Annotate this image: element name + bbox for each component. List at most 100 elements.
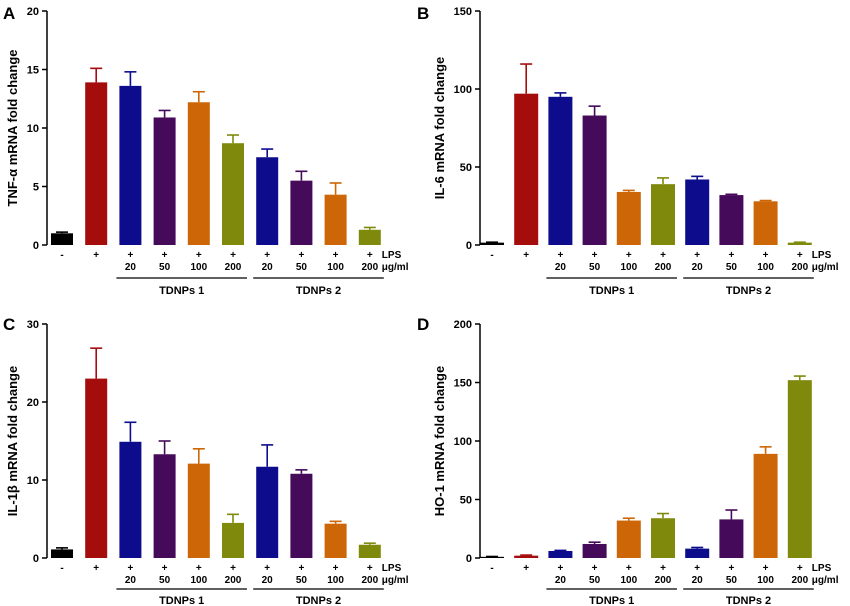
panel-c-dose-label: 100	[327, 575, 344, 586]
panel-b-bar	[582, 115, 607, 246]
panel-a-lps-sign: +	[264, 250, 270, 261]
panel-a-y-tick-label: 20	[27, 6, 39, 18]
panel-b-lps-sign: +	[763, 250, 769, 261]
panel-a-y-tick-label: 5	[33, 182, 39, 194]
panel-b-y-tick-label: 0	[466, 240, 472, 252]
panel-d-dose-label: 50	[589, 575, 601, 586]
panel-b-lps-sign: +	[694, 250, 700, 261]
panel-a-y-tick-label: 0	[33, 240, 39, 252]
panel-c-dose-label: 200	[361, 575, 378, 586]
panel-d-bar	[719, 519, 744, 558]
panel-c-lps-sign: +	[196, 563, 202, 574]
panel-a-lps-sign: +	[162, 250, 168, 261]
panel-d-bar	[514, 555, 539, 558]
panel-a-bar	[119, 85, 142, 245]
panel-c-bar	[256, 466, 279, 558]
panel-a-dose-label: 200	[225, 262, 242, 273]
panel-b-group-label: TDNPs 2	[726, 285, 771, 297]
panel-a-group-label: TDNPs 1	[159, 285, 204, 297]
panel-b-lps-sign: +	[797, 250, 803, 261]
panel-a-dose-label: 50	[296, 262, 308, 273]
panel-b-unit-label: μg/ml	[812, 262, 839, 273]
panel-d-bar	[480, 556, 504, 558]
panel-b-bar	[514, 93, 539, 246]
panel-b-bar	[548, 96, 573, 245]
panel-a-dose-label: 100	[190, 262, 207, 273]
panel-a-bar	[51, 233, 73, 245]
panel-c-lps-sign: +	[264, 563, 270, 574]
panel-a-lps-sign: +	[333, 250, 339, 261]
panel-b-dose-label: 50	[726, 262, 738, 273]
panel-c-dose-label: 200	[225, 575, 242, 586]
panel-b-bar	[753, 201, 778, 245]
panel-d-lps-sign: -	[490, 563, 493, 574]
panel-d-y-tick-label: 50	[460, 495, 472, 507]
panel-d-dose-label: 200	[655, 575, 672, 586]
panel-a-lps-sign: +	[367, 250, 373, 261]
panel-a-bar	[85, 82, 108, 246]
panel-d-lps-sign: +	[592, 563, 598, 574]
panel-d-bar	[582, 543, 607, 558]
panel-d-dose-label: 50	[726, 575, 738, 586]
panel-c-dose-label: 20	[262, 575, 274, 586]
panel-b-group-label: TDNPs 1	[589, 285, 634, 297]
panel-b-lps-sign: +	[660, 250, 666, 261]
panel-d-bar	[651, 518, 675, 558]
panel-a-dose-label: 20	[125, 262, 137, 273]
panel-a-lps-sign: +	[93, 250, 99, 261]
panel-d-lps-sign: +	[763, 563, 769, 574]
panel-c-y-tick-label: 30	[27, 319, 39, 331]
panel-d-bar	[787, 380, 812, 558]
panel-c-y-tick-label: 0	[33, 553, 39, 565]
panel-c-lps-sign: +	[367, 563, 373, 574]
panel-d-group-label: TDNPs 2	[726, 595, 771, 606]
panel-c-bar	[290, 473, 313, 558]
panel-a-lps-sign: +	[230, 250, 236, 261]
panel-c-lps-sign: +	[162, 563, 168, 574]
panel-c-y-tick-label: 20	[27, 397, 39, 409]
panel-c-dose-label: 50	[296, 575, 308, 586]
panel-a-lps-sign: +	[298, 250, 304, 261]
panel-a-dose-label: 20	[262, 262, 274, 273]
panel-d-y-tick-label: 200	[454, 319, 472, 331]
panel-a-lps-sign: +	[127, 250, 133, 261]
panel-c-lps-sign: +	[298, 563, 304, 574]
panel-c-bar	[358, 544, 381, 558]
panel-c-unit-label: μg/ml	[382, 575, 409, 586]
panel-d-bar	[548, 550, 573, 558]
panel-a-y-axis-label: TNF-α mRNA fold change	[5, 49, 20, 206]
panel-d-bar	[685, 548, 710, 558]
panel-a-lps-sign: -	[60, 250, 63, 261]
panel-d-dose-label: 20	[692, 575, 704, 586]
panel-c-lps-sign: +	[93, 563, 99, 574]
panel-b-lps-sign: +	[728, 250, 734, 261]
panel-c-dose-label: 50	[159, 575, 171, 586]
panel-c-group-label: TDNPs 2	[296, 595, 341, 606]
panel-a-letter: A	[3, 4, 15, 23]
panel-c-y-tick-label: 10	[27, 475, 39, 487]
panel-a-bar	[187, 102, 210, 245]
panel-c-bar	[119, 441, 142, 558]
panel-b-lps-sign: +	[592, 250, 598, 261]
panel-a-lps-sign: +	[196, 250, 202, 261]
panel-d-dose-label: 100	[757, 575, 774, 586]
panel-c-bar	[85, 378, 108, 558]
panel-c-y-axis-label: IL-1β mRNA fold change	[5, 366, 20, 516]
panel-b-y-tick-label: 100	[454, 84, 472, 96]
panel-b-y-axis-label: IL-6 mRNA fold change	[432, 57, 447, 200]
panel-a-unit-label: μg/ml	[382, 262, 409, 273]
panel-c-bar	[324, 523, 347, 558]
panel-b-dose-label: 100	[757, 262, 774, 273]
panel-a-y-tick-label: 15	[27, 65, 39, 77]
panel-a-lps-label: LPS	[382, 250, 402, 261]
panel-b-dose-label: 200	[655, 262, 672, 273]
panel-d-lps-label: LPS	[812, 563, 832, 574]
panel-a-dose-label: 200	[361, 262, 378, 273]
panel-b-dose-label: 20	[555, 262, 567, 273]
panel-d-bar	[753, 453, 778, 558]
panel-c-lps-sign: +	[333, 563, 339, 574]
panel-d-lps-sign: +	[523, 563, 529, 574]
panel-d-dose-label: 20	[555, 575, 567, 586]
panel-d-y-axis-label: HO-1 mRNA fold change	[432, 366, 447, 516]
panel-d-lps-sign: +	[626, 563, 632, 574]
